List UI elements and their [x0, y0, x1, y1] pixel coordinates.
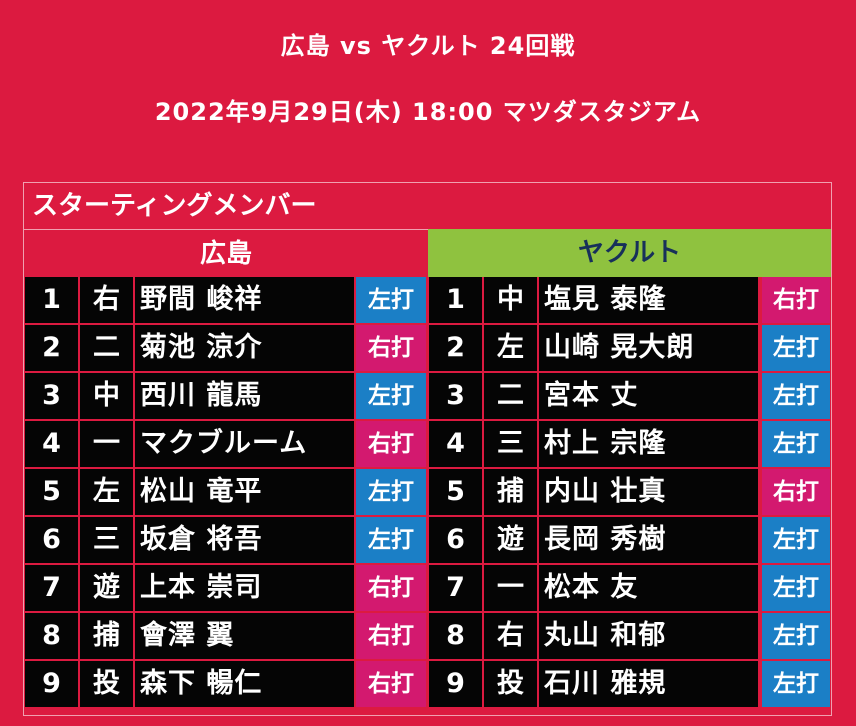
- player-name: 上本 崇司: [135, 565, 354, 611]
- away-lineup: 1 中塩見 泰隆 右打 2 左山崎 晃大朗 左打 3 二宮本 丈左打 4 三村上 宗隆 左打 5 捕内山…: [428, 277, 831, 709]
- batting-side: 左打: [356, 517, 426, 563]
- batting-order: 2: [429, 325, 482, 371]
- position: 遊: [484, 517, 537, 563]
- batting-side: 右打: [762, 469, 830, 515]
- batting-order: 2: [25, 325, 78, 371]
- away-lineup-row: 9 投石川 雅規 左打: [428, 661, 831, 709]
- away-team-header: ヤクルト: [428, 229, 831, 277]
- batting-side: 右打: [356, 613, 426, 659]
- batting-side: 右打: [356, 325, 426, 371]
- player-name: 宮本 丈: [539, 373, 758, 419]
- home-lineup-row: 3 中西川 龍馬 左打: [24, 373, 428, 421]
- batting-side: 右打: [762, 277, 830, 323]
- batting-order: 9: [429, 661, 482, 707]
- away-lineup-row: 5 捕内山 壮真 右打: [428, 469, 831, 517]
- away-lineup-row: 2 左山崎 晃大朗 左打: [428, 325, 831, 373]
- home-lineup-row: 4 一マクブルーム 右打: [24, 421, 428, 469]
- batting-order: 7: [25, 565, 78, 611]
- player-name: 山崎 晃大朗: [539, 325, 758, 371]
- game-title: 広島 vs ヤクルト 24回戦: [280, 32, 576, 60]
- position: 右: [80, 277, 133, 323]
- away-lineup-row: 4 三村上 宗隆 左打: [428, 421, 831, 469]
- player-name: 松山 竜平: [135, 469, 354, 515]
- position: 中: [80, 373, 133, 419]
- home-lineup-row: 9 投森下 暢仁 右打: [24, 661, 428, 709]
- away-lineup-row: 1 中塩見 泰隆 右打: [428, 277, 831, 325]
- player-name: 西川 龍馬: [135, 373, 354, 419]
- batting-side: 左打: [762, 373, 830, 419]
- position: 投: [80, 661, 133, 707]
- batting-order: 8: [429, 613, 482, 659]
- position: 捕: [484, 469, 537, 515]
- section-label: スターティングメンバー: [32, 191, 317, 221]
- position: 三: [484, 421, 537, 467]
- position: 一: [484, 565, 537, 611]
- batting-side: 右打: [356, 421, 426, 467]
- away-lineup-row: 6 遊長岡 秀樹 左打: [428, 517, 831, 565]
- batting-order: 9: [25, 661, 78, 707]
- position: 遊: [80, 565, 133, 611]
- home-lineup-row: 8 捕會澤 翼右打: [24, 613, 428, 661]
- batting-side: 左打: [762, 325, 830, 371]
- player-name: 塩見 泰隆: [539, 277, 758, 323]
- batting-side: 左打: [762, 517, 830, 563]
- home-lineup-row: 1 右野間 峻祥 左打: [24, 277, 428, 325]
- batting-order: 1: [429, 277, 482, 323]
- position: 左: [80, 469, 133, 515]
- batting-order: 5: [429, 469, 482, 515]
- away-lineup-row: 8 右丸山 和郁 左打: [428, 613, 831, 661]
- position: 左: [484, 325, 537, 371]
- batting-side: 左打: [762, 421, 830, 467]
- batting-order: 4: [25, 421, 78, 467]
- home-lineup-row: 2 二菊池 涼介 右打: [24, 325, 428, 373]
- batting-side: 左打: [356, 277, 426, 323]
- batting-side: 左打: [762, 661, 830, 707]
- batting-order: 4: [429, 421, 482, 467]
- home-lineup: 1 右野間 峻祥 左打 2 二菊池 涼介 右打 3 中西川 龍馬 左打 4 一マクブルーム 右打 5 左松…: [24, 277, 428, 709]
- home-lineup-row: 7 遊上本 崇司 右打: [24, 565, 428, 613]
- player-name: 野間 峻祥: [135, 277, 354, 323]
- player-name: 坂倉 将吾: [135, 517, 354, 563]
- home-team-header: 広島: [24, 229, 428, 278]
- position: 三: [80, 517, 133, 563]
- batting-order: 6: [429, 517, 482, 563]
- home-lineup-row: 5 左松山 竜平 左打: [24, 469, 428, 517]
- position: 一: [80, 421, 133, 467]
- position: 二: [80, 325, 133, 371]
- player-name: マクブルーム: [135, 421, 354, 467]
- player-name: 松本 友: [539, 565, 758, 611]
- batting-order: 6: [25, 517, 78, 563]
- batting-order: 3: [25, 373, 78, 419]
- batting-side: 左打: [356, 373, 426, 419]
- away-lineup-row: 7 一松本 友左打: [428, 565, 831, 613]
- home-lineup-row: 6 三坂倉 将吾 左打: [24, 517, 428, 565]
- batting-order: 3: [429, 373, 482, 419]
- position: 右: [484, 613, 537, 659]
- player-name: 菊池 涼介: [135, 325, 354, 371]
- player-name: 長岡 秀樹: [539, 517, 758, 563]
- batting-order: 5: [25, 469, 78, 515]
- batting-order: 1: [25, 277, 78, 323]
- batting-side: 右打: [356, 565, 426, 611]
- position: 中: [484, 277, 537, 323]
- game-datetime-venue: 2022年9月29日(木) 18:00 マツダスタジアム: [154, 98, 702, 126]
- player-name: 森下 暢仁: [135, 661, 354, 707]
- batting-order: 8: [25, 613, 78, 659]
- player-name: 會澤 翼: [135, 613, 354, 659]
- batting-order: 7: [429, 565, 482, 611]
- batting-side: 左打: [356, 469, 426, 515]
- position: 投: [484, 661, 537, 707]
- player-name: 内山 壮真: [539, 469, 758, 515]
- position: 二: [484, 373, 537, 419]
- batting-side: 左打: [762, 613, 830, 659]
- batting-side: 左打: [762, 565, 830, 611]
- position: 捕: [80, 613, 133, 659]
- player-name: 村上 宗隆: [539, 421, 758, 467]
- away-lineup-row: 3 二宮本 丈左打: [428, 373, 831, 421]
- player-name: 丸山 和郁: [539, 613, 758, 659]
- starting-lineup-board: スターティングメンバー 広島 ヤクルト 1 右野間 峻祥 左打 2 二菊池 涼介 右打 3 中…: [23, 182, 832, 716]
- batting-side: 右打: [356, 661, 426, 707]
- player-name: 石川 雅規: [539, 661, 758, 707]
